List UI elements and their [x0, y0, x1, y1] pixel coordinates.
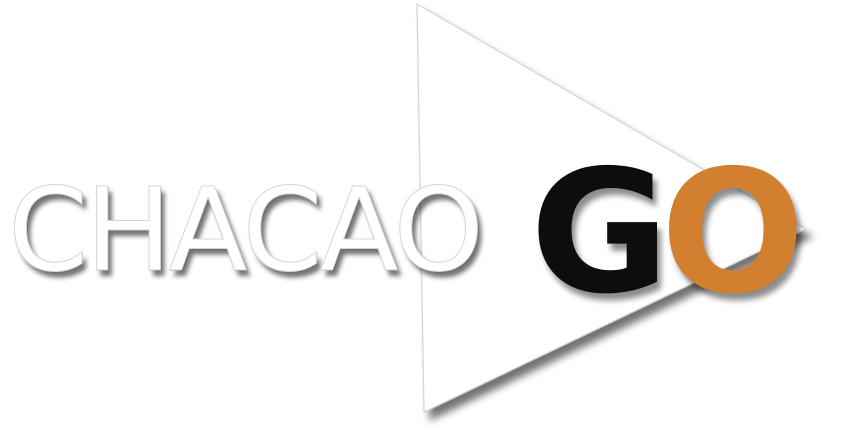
brand-word-chacao: CHACAO — [8, 164, 485, 298]
brand-letter-g: G — [530, 134, 670, 332]
brand-word-go: GO — [530, 148, 805, 318]
brand-letter-o: O — [660, 134, 806, 332]
play-triangle-icon — [416, 2, 808, 413]
